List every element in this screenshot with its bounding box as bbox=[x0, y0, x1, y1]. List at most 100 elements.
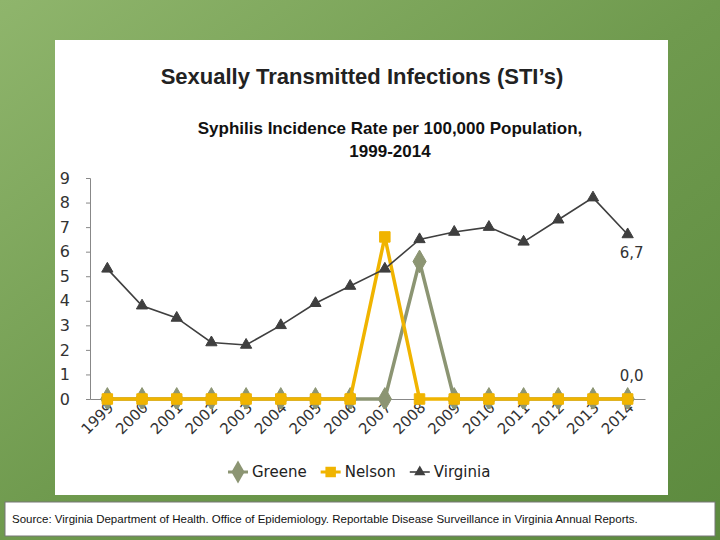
series-marker bbox=[587, 191, 598, 201]
y-tick-mark bbox=[86, 203, 90, 204]
legend-label: Greene bbox=[252, 463, 307, 481]
y-tick-label: 8 bbox=[60, 193, 70, 212]
y-tick-mark bbox=[86, 252, 90, 253]
series-marker bbox=[518, 235, 529, 245]
title: Sexually Transmitted Infections (STI’s) bbox=[161, 64, 564, 89]
source-box bbox=[5, 502, 715, 536]
series-marker bbox=[414, 394, 424, 404]
subtitle-line: Syphilis Incidence Rate per 100,000 Popu… bbox=[198, 119, 583, 138]
y-tick-mark bbox=[86, 301, 90, 302]
series-marker bbox=[241, 394, 251, 404]
series-marker bbox=[622, 394, 632, 404]
subtitle: Syphilis Incidence Rate per 100,000 Popu… bbox=[198, 119, 583, 161]
y-axis-line bbox=[86, 179, 91, 400]
legend-label: Nelson bbox=[345, 463, 396, 481]
series-marker bbox=[171, 311, 182, 321]
y-tick: 1 bbox=[60, 365, 90, 384]
series-marker bbox=[309, 388, 322, 409]
y-tick-mark bbox=[86, 178, 90, 179]
legend-item: Greene bbox=[228, 461, 307, 484]
y-tick-label: 1 bbox=[60, 365, 70, 384]
series-marker bbox=[206, 394, 216, 404]
y-axis: 0 1 2 3 4 5 6 7 8 9 bbox=[60, 169, 91, 409]
legend-item: Virginia bbox=[410, 463, 491, 481]
y-tick: 5 bbox=[60, 267, 90, 286]
series-marker bbox=[482, 388, 495, 409]
series-marker bbox=[588, 394, 598, 404]
y-tick-label: 3 bbox=[60, 316, 70, 335]
legend-item: Nelson bbox=[321, 463, 396, 481]
series-marker bbox=[379, 262, 390, 272]
y-tick: 6 bbox=[60, 242, 90, 261]
y-tick-mark bbox=[86, 227, 90, 228]
series-marker bbox=[240, 338, 251, 348]
series-line bbox=[107, 261, 627, 399]
series-marker bbox=[518, 394, 528, 404]
legend-label: Virginia bbox=[434, 463, 491, 481]
series-marker bbox=[621, 388, 634, 409]
series-marker bbox=[240, 388, 253, 409]
series-marker bbox=[345, 394, 355, 404]
y-tick-label: 4 bbox=[60, 291, 70, 310]
series-marker bbox=[378, 388, 391, 409]
y-tick-label: 6 bbox=[60, 242, 70, 261]
panel bbox=[55, 40, 668, 495]
y-tick: 3 bbox=[60, 316, 90, 335]
series-marker bbox=[413, 250, 426, 273]
legend-marker bbox=[325, 467, 335, 477]
y-tick-label: 9 bbox=[60, 169, 70, 188]
y-tick-mark bbox=[86, 276, 90, 277]
series-marker bbox=[552, 388, 565, 409]
series-marker bbox=[205, 388, 218, 409]
annotation: 0,0 bbox=[620, 367, 644, 385]
series-marker bbox=[483, 221, 494, 231]
y-tick-mark bbox=[86, 325, 90, 326]
series-marker bbox=[101, 388, 114, 409]
y-tick: 4 bbox=[60, 291, 90, 310]
series-marker bbox=[136, 299, 147, 309]
series-marker bbox=[206, 336, 217, 346]
series-marker bbox=[276, 394, 286, 404]
y-tick-mark bbox=[86, 374, 90, 375]
y-tick-mark bbox=[86, 350, 90, 351]
y-tick: 8 bbox=[60, 193, 90, 212]
series-marker bbox=[553, 394, 563, 404]
y-tick: 0 bbox=[60, 390, 90, 409]
y-tick-mark bbox=[86, 399, 90, 400]
source: Source: Virginia Department of Health. O… bbox=[12, 513, 638, 525]
series-marker bbox=[102, 394, 112, 404]
series-marker bbox=[380, 232, 390, 242]
series-marker bbox=[517, 388, 530, 409]
series-marker bbox=[275, 319, 286, 329]
series-line bbox=[107, 198, 627, 345]
series-marker bbox=[345, 280, 356, 290]
series-marker bbox=[170, 388, 183, 409]
series-marker bbox=[553, 213, 564, 223]
slide: Sexually Transmitted Infections (STI’s) S… bbox=[0, 0, 720, 540]
series-marker bbox=[448, 388, 461, 409]
series-marker bbox=[310, 297, 321, 307]
y-tick: 2 bbox=[60, 341, 90, 360]
y-tick-label: 0 bbox=[60, 390, 70, 409]
series-line bbox=[107, 237, 627, 399]
y-tick-label: 7 bbox=[60, 218, 70, 237]
series-marker bbox=[274, 388, 287, 409]
series-marker bbox=[310, 394, 320, 404]
plot-area bbox=[101, 191, 634, 409]
series-marker bbox=[622, 228, 633, 238]
legend-marker bbox=[231, 461, 244, 484]
y-tick-label: 2 bbox=[60, 341, 70, 360]
y-tick: 9 bbox=[60, 169, 90, 188]
series-marker bbox=[137, 394, 147, 404]
legend: Greene Nelson Virginia bbox=[228, 461, 490, 484]
y-tick: 7 bbox=[60, 218, 90, 237]
series-marker bbox=[484, 394, 494, 404]
series-marker bbox=[102, 262, 113, 272]
series-marker bbox=[171, 394, 181, 404]
subtitle-line: 1999-2014 bbox=[349, 142, 431, 161]
series-marker bbox=[586, 388, 599, 409]
series-marker bbox=[449, 394, 459, 404]
series-marker bbox=[135, 388, 148, 409]
series-marker bbox=[414, 233, 425, 243]
series-marker bbox=[449, 226, 460, 236]
